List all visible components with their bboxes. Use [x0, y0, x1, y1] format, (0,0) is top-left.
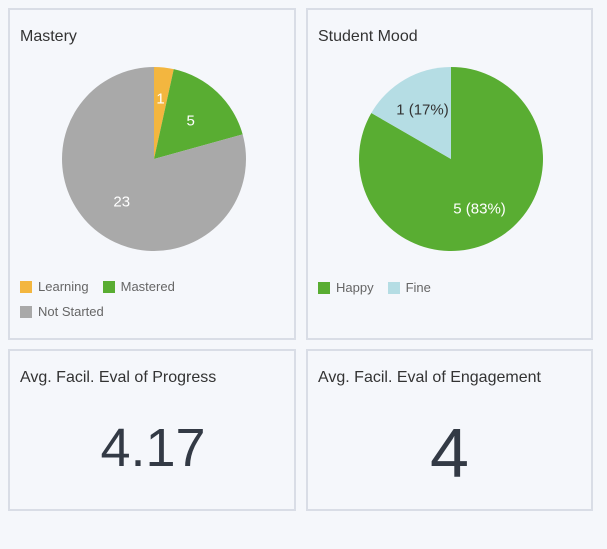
- mood-legend: Happy Fine: [318, 280, 431, 305]
- legend-swatch-happy: [318, 281, 330, 294]
- legend-label-learning: Learning: [38, 279, 89, 294]
- engagement-kpi-card: Avg. Facil. Eval of Engagement 4: [306, 349, 593, 511]
- pie-slice-mastered[interactable]: [154, 69, 243, 159]
- progress-kpi-card: Avg. Facil. Eval of Progress 4.17: [8, 349, 296, 511]
- legend-item-mastered[interactable]: Mastered: [102, 279, 175, 294]
- student-mood-card: Student Mood 5 (83%) 1 (17%) Happy Fine: [306, 8, 593, 340]
- mood-pie-chart: 5 (83%) 1 (17%): [359, 67, 543, 251]
- pie-label-learning: 1: [156, 91, 164, 108]
- mastery-title: Mastery: [20, 28, 77, 45]
- mastery-legend: Learning Mastered Not Started: [20, 279, 175, 329]
- legend-swatch-learning: [20, 280, 32, 293]
- engagement-kpi-value: 4: [430, 414, 469, 492]
- legend-item-happy[interactable]: Happy: [318, 280, 374, 295]
- pie-label-happy: 5 (83%): [453, 200, 506, 217]
- legend-swatch-fine: [387, 281, 400, 294]
- legend-item-learning[interactable]: Learning: [20, 279, 89, 294]
- legend-swatch-not-started: [20, 305, 32, 318]
- pie-slice-not-started[interactable]: [62, 67, 247, 252]
- legend-label-mastered: Mastered: [120, 279, 175, 294]
- progress-kpi-title: Avg. Facil. Eval of Progress: [20, 369, 217, 386]
- legend-item-fine[interactable]: Fine: [387, 280, 431, 295]
- legend-item-not-started[interactable]: Not Started: [20, 304, 104, 319]
- pie-label-not-started: 23: [113, 193, 130, 210]
- student-mood-title: Student Mood: [318, 28, 418, 45]
- engagement-kpi-title: Avg. Facil. Eval of Engagement: [318, 369, 541, 386]
- pie-label-mastered: 5: [187, 112, 195, 129]
- legend-label-not-started: Not Started: [38, 304, 104, 319]
- legend-label-happy: Happy: [336, 280, 374, 295]
- mastery-card: Mastery 1 5 23 Learning Mastered Not Start…: [8, 8, 296, 340]
- pie-slice-fine[interactable]: [371, 67, 451, 159]
- legend-swatch-mastered: [102, 280, 115, 293]
- pie-slice-learning[interactable]: [154, 67, 174, 159]
- pie-label-fine: 1 (17%): [396, 102, 449, 119]
- legend-label-fine: Fine: [405, 280, 431, 295]
- progress-kpi-value: 4.17: [100, 418, 206, 478]
